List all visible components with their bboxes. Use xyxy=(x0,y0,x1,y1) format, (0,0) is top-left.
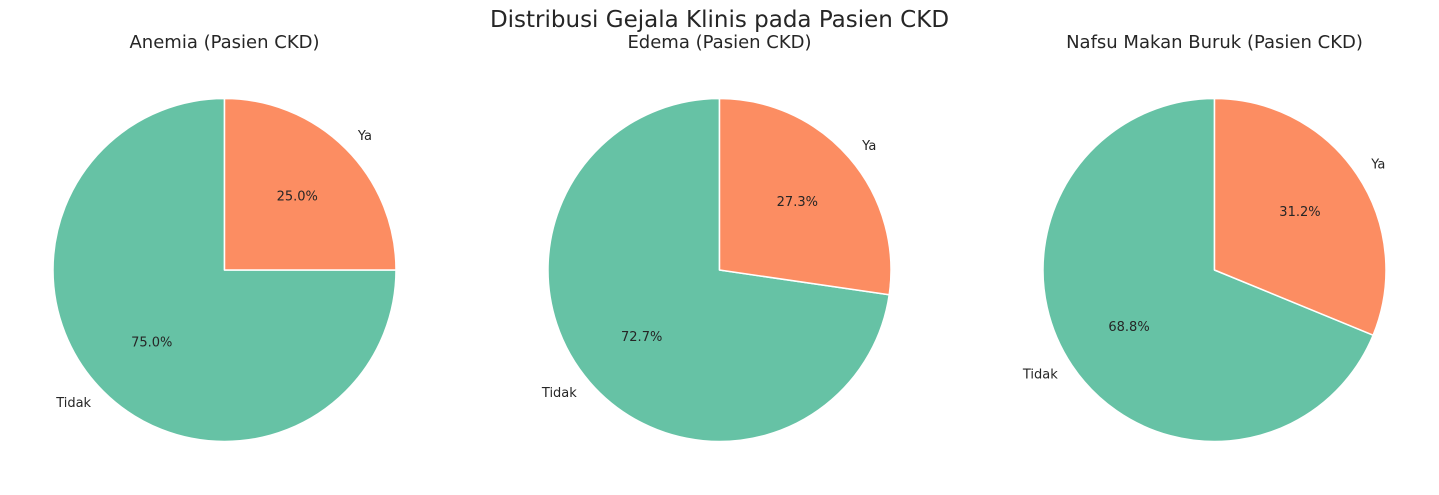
pie-slice-tidak xyxy=(547,97,890,443)
pie-slice-category-label: Tidak xyxy=(541,386,577,401)
chart-title: Anemia (Pasien CKD) xyxy=(129,32,319,53)
chart-title: Edema (Pasien CKD) xyxy=(627,32,811,53)
pie-slice-category-label: Tidak xyxy=(1022,368,1058,383)
pie-slice-percent-label: 75.0% xyxy=(131,335,172,350)
pie-slice-percent-label: 25.0% xyxy=(277,190,318,205)
pie-slice-percent-label: 68.8% xyxy=(1108,320,1149,335)
pie-slice-ya xyxy=(718,97,892,296)
pie-chart-nafsu-makan-buruk: Nafsu Makan Buruk (Pasien CKD) 68.8% Tida… xyxy=(1022,32,1387,443)
pie-chart-edema: Edema (Pasien CKD) 72.7% Tidak 27.3% Ya xyxy=(541,32,892,443)
pie-slice-ya xyxy=(223,97,397,271)
pie-slice-percent-label: 27.3% xyxy=(777,195,818,210)
pie-slice-ya xyxy=(1213,97,1387,336)
chart-title: Nafsu Makan Buruk (Pasien CKD) xyxy=(1066,32,1363,53)
pie-slice-percent-label: 31.2% xyxy=(1279,205,1320,220)
figure-title: Distribusi Gejala Klinis pada Pasien CKD xyxy=(489,7,950,33)
pie-chart-anemia: Anemia (Pasien CKD) 75.0% Tidak 25.0% Ya xyxy=(52,32,397,443)
pie-slice-tidak xyxy=(1042,97,1374,443)
pie-slice-percent-label: 72.7% xyxy=(621,330,662,345)
pie-slice-category-label: Tidak xyxy=(55,396,91,411)
pie-slice-category-label: Ya xyxy=(1370,157,1385,172)
pie-slice-category-label: Ya xyxy=(861,139,876,154)
pie-slice-category-label: Ya xyxy=(357,129,372,144)
